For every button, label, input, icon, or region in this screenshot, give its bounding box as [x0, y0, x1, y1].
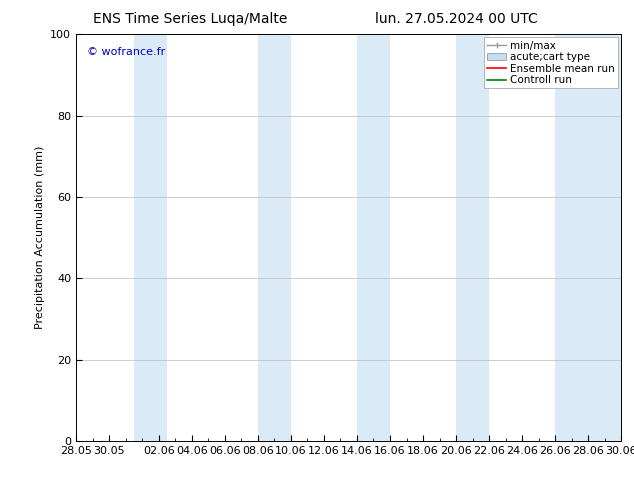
Text: ENS Time Series Luqa/Malte: ENS Time Series Luqa/Malte: [93, 12, 287, 26]
Bar: [134, 34, 167, 441]
Bar: [555, 34, 621, 441]
Bar: [456, 34, 489, 441]
Legend: min/max, acute;cart type, Ensemble mean run, Controll run: min/max, acute;cart type, Ensemble mean …: [484, 37, 618, 88]
Bar: [258, 34, 291, 441]
Text: lun. 27.05.2024 00 UTC: lun. 27.05.2024 00 UTC: [375, 12, 538, 26]
Y-axis label: Precipitation Accumulation (mm): Precipitation Accumulation (mm): [35, 146, 44, 329]
Bar: [357, 34, 390, 441]
Text: © wofrance.fr: © wofrance.fr: [87, 47, 165, 56]
